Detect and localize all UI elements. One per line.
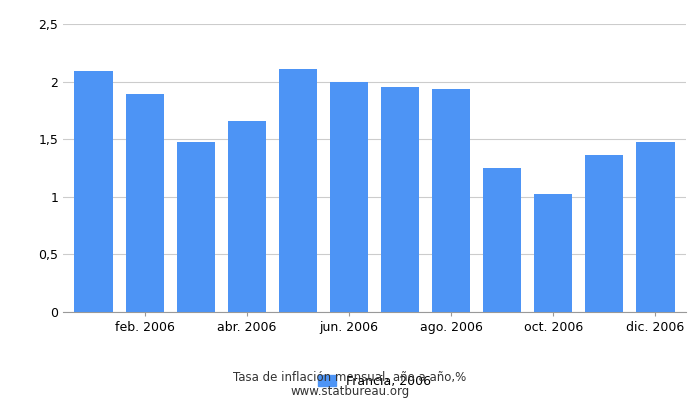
Bar	[125, 94, 164, 312]
Bar	[74, 71, 113, 312]
Text: Tasa de inflación mensual, año a año,%: Tasa de inflación mensual, año a año,%	[233, 372, 467, 384]
Bar	[483, 168, 522, 312]
Bar	[228, 121, 266, 312]
Bar	[330, 82, 368, 312]
Bar	[432, 88, 470, 312]
Legend: Francia, 2006: Francia, 2006	[313, 370, 436, 393]
Bar	[534, 194, 573, 312]
Bar	[279, 69, 317, 312]
Bar	[585, 155, 624, 312]
Text: www.statbureau.org: www.statbureau.org	[290, 386, 410, 398]
Bar	[176, 142, 215, 312]
Bar	[636, 142, 675, 312]
Bar	[381, 87, 419, 312]
